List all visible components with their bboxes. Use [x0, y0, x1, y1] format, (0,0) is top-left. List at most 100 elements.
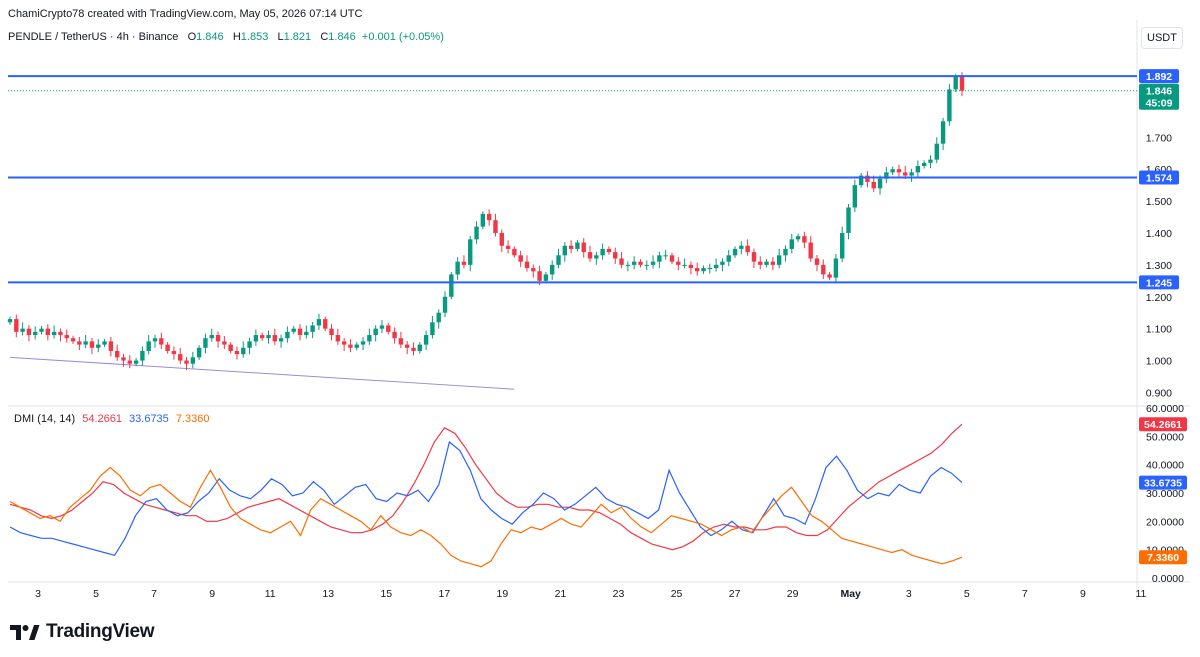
candle-body	[827, 274, 832, 278]
candle-body	[266, 335, 271, 339]
level-tag-text: 1.245	[1146, 277, 1172, 289]
candle-body	[858, 175, 864, 186]
candle-body	[562, 245, 568, 256]
candle-body	[480, 213, 486, 227]
candle-body	[890, 169, 895, 173]
candle-body	[96, 344, 101, 348]
time-tick-label: 15	[380, 588, 392, 600]
candle-body	[915, 166, 921, 173]
level-tag-text: 1.892	[1146, 71, 1172, 83]
candle-body	[587, 252, 593, 259]
dmi-tag-bg	[1139, 417, 1187, 432]
candle-body	[720, 261, 725, 265]
candle-body	[852, 185, 858, 208]
candle-body	[606, 248, 612, 253]
candle-body	[127, 360, 132, 364]
candle-body	[114, 350, 120, 358]
candle-body	[392, 331, 397, 339]
time-tick-label: 29	[787, 588, 799, 600]
candle-body	[449, 274, 454, 297]
candle-body	[795, 236, 801, 240]
candle-body	[159, 338, 164, 345]
candle-body	[669, 255, 675, 262]
candle-body	[304, 331, 309, 336]
dmi-adx-value: 54.2661	[82, 413, 122, 425]
candle-body	[278, 338, 284, 342]
dmi-plus-di-value: 33.6735	[129, 413, 169, 425]
candle-body	[524, 261, 530, 269]
candle-body	[896, 169, 902, 173]
time-tick-label: 9	[209, 588, 215, 600]
candle-body	[386, 325, 391, 332]
candle-body	[70, 338, 76, 342]
support-resistance-levels	[8, 75, 1137, 284]
currency-button[interactable]: USDT	[1141, 27, 1183, 49]
candle-body	[171, 350, 177, 355]
candle-body	[133, 360, 139, 364]
candle-body	[436, 312, 441, 323]
candle-body	[594, 255, 599, 259]
candle-body	[821, 264, 826, 275]
time-tick-label: 19	[497, 588, 509, 600]
level-tag-bg	[1139, 69, 1179, 84]
candle-body	[764, 261, 769, 265]
price-tick-label: 0.900	[1146, 387, 1172, 399]
candle-body	[713, 264, 719, 269]
candle-body	[474, 226, 479, 240]
candle-body	[323, 319, 328, 329]
candle-body	[865, 175, 870, 182]
chart-attribution: ChamiCrypto78 created with TradingView.c…	[8, 8, 363, 20]
candle-body	[64, 335, 69, 339]
candle-body	[745, 245, 750, 253]
candle-body	[190, 357, 196, 364]
candle-body	[316, 319, 322, 326]
candle-body	[531, 268, 536, 272]
time-tick-label: 27	[729, 588, 741, 600]
candle-body	[310, 325, 315, 332]
candle-body	[928, 159, 933, 163]
price-axis[interactable]: 0.9001.0001.1001.2001.3001.4001.5001.600…	[1146, 132, 1172, 399]
time-tick-label: May	[840, 588, 861, 600]
candle-body	[398, 338, 404, 345]
candle-body	[102, 341, 107, 345]
candle-body	[272, 335, 277, 342]
candle-body	[178, 354, 183, 361]
candle-body	[89, 341, 95, 348]
tradingview-brand: TradingView	[46, 621, 155, 642]
candle-body	[247, 341, 252, 348]
candle-body	[165, 344, 170, 351]
close-value: 1.846	[328, 31, 356, 43]
dmi-title[interactable]: DMI (14, 14)	[14, 413, 76, 425]
candle-body	[14, 319, 19, 332]
dmi-tick-label: 30.0000	[1146, 488, 1184, 500]
candle-body	[751, 252, 757, 262]
tradingview-logo[interactable]: TradingView	[10, 621, 155, 643]
open-label: O	[187, 31, 197, 43]
price-tick-label: 1.100	[1146, 324, 1172, 336]
candle-body	[121, 357, 126, 361]
time-axis[interactable]: 3 5 7 9 11 13 15 17 19 21 23 25 27 29 May 3 5 7 9 11	[35, 588, 1146, 600]
candle-body	[657, 255, 662, 262]
dmi-minus-di-value: 7.3360	[175, 413, 210, 425]
candle-body	[808, 242, 813, 259]
candle-body	[518, 255, 523, 262]
candle-body	[776, 255, 782, 265]
price-tick-label: 1.200	[1146, 292, 1172, 304]
candle-body	[814, 258, 820, 265]
price-tick-label: 1.300	[1146, 260, 1172, 272]
symbol-name[interactable]: PENDLE / TetherUS · 4h · Binance	[8, 31, 179, 43]
candle-body	[228, 344, 233, 351]
candle-body	[903, 172, 908, 176]
price-tick-label: 1.000	[1146, 356, 1172, 368]
candle-body	[846, 207, 851, 233]
candle-body	[360, 341, 366, 345]
candle-body	[291, 328, 296, 332]
candle-body	[499, 232, 504, 246]
time-tick-label: 11	[265, 588, 276, 600]
candle-body	[695, 268, 700, 272]
candle-body	[953, 76, 958, 90]
time-tick-label: 5	[93, 588, 99, 600]
symbol-info: PENDLE / TetherUS · 4h · Binance O1.846 …	[8, 31, 444, 43]
